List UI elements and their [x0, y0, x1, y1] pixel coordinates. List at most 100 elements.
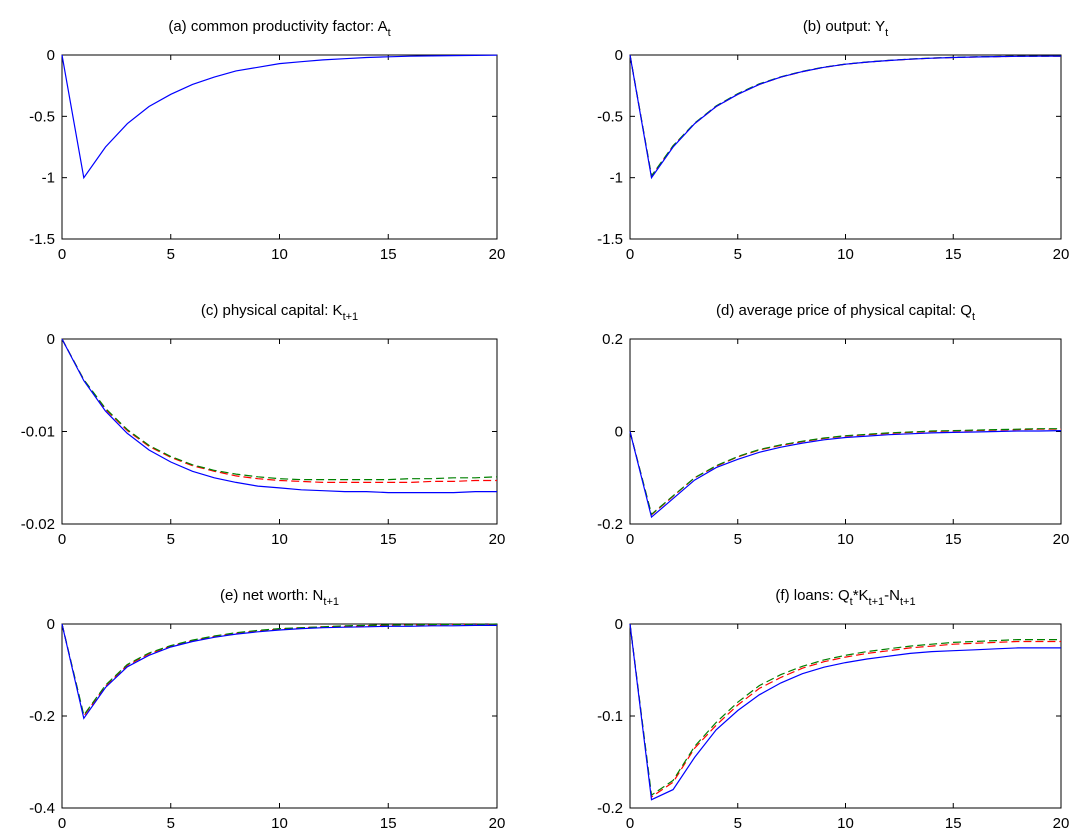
series-line-solid-0000ff [61, 54, 498, 180]
panel-b: 0 5 10 15 20 0 -0.5 -1 -1.5 (b) output: Yt [597, 18, 1069, 263]
x-tick-label: 10 [837, 815, 854, 832]
y-tick-label: 0 [47, 616, 55, 633]
panel-e: 0 5 10 15 20 0 -0.2 -0.4 (e) net worth: Nt+1 [29, 587, 505, 832]
chart-title: (c) physical capital: Kt+1 [201, 302, 358, 323]
panel-d: 0 5 10 15 200.20-0.2(d) average price of phy… [597, 302, 1069, 548]
series-line-dash-008000 [629, 428, 1061, 516]
x-tick-label: 10 [271, 246, 288, 263]
series-line-solid-0000ff [629, 623, 1061, 801]
x-tick-label: 20 [489, 531, 506, 548]
x-tick-label: 0 [58, 815, 66, 832]
panel-a: 0 5 10 15 20 0 -0.5 -1 -1.5 (a) common productivi… [29, 18, 505, 263]
x-tick-label: 10 [271, 815, 288, 832]
x-tick-label: 5 [167, 815, 175, 832]
series-line-dash-ff0000 [61, 338, 497, 483]
x-tick-label: 15 [380, 246, 397, 263]
series-line-dash-008000 [629, 623, 1061, 797]
x-tick-label: 0 [626, 246, 634, 263]
axes-frame [61, 623, 498, 809]
chart-title-subscript: t [885, 27, 888, 39]
y-tick-label: 0.2 [602, 331, 623, 348]
x-tick-label: 15 [380, 815, 397, 832]
x-tick-label: 20 [1053, 246, 1070, 263]
y-tick-label: -0.5 [29, 108, 55, 125]
series-line-dash-ff0000 [629, 623, 1061, 799]
chart-title-text: (d) average price of physical capital: [716, 302, 960, 319]
y-tick-label: 0 [615, 47, 623, 64]
y-tick-label: -1.5 [29, 231, 55, 248]
chart-title-subscript: t [388, 27, 391, 39]
y-tick-label: -0.02 [21, 516, 55, 533]
x-tick-label: 20 [489, 815, 506, 832]
chart-title: (e) net worth: Nt+1 [220, 587, 339, 608]
chart-title-text: (e) net worth: [220, 587, 313, 604]
y-tick-label: -0.2 [597, 800, 623, 817]
x-tick-label: 15 [945, 815, 962, 832]
x-tick-label: 20 [1053, 531, 1070, 548]
x-tick-label: 0 [58, 531, 66, 548]
y-tick-label: 0 [615, 424, 623, 441]
axes-frame [629, 623, 1062, 809]
y-tick-label: -0.01 [21, 424, 55, 441]
axes-frame [61, 338, 498, 525]
y-tick-label: -0.2 [597, 516, 623, 533]
y-tick-label: 0 [47, 331, 55, 348]
chart-title-subscript: t+1 [900, 596, 916, 608]
x-tick-label: 15 [945, 246, 962, 263]
x-tick-label: 10 [837, 246, 854, 263]
chart-title-symbol: Q [960, 302, 972, 319]
chart-title-subscript: t [850, 596, 853, 608]
x-tick-label: 0 [626, 815, 634, 832]
x-tick-label: 5 [167, 531, 175, 548]
y-tick-label: -1.5 [597, 231, 623, 248]
y-tick-label: -0.1 [597, 708, 623, 725]
chart-title-symbol: -N [884, 587, 900, 604]
chart-title-symbol: N [313, 587, 324, 604]
series-line-dash-008000 [61, 623, 498, 717]
chart-title-text: (a) common productivity factor: [168, 18, 377, 35]
chart-title-text: (f) loans: [775, 587, 838, 604]
chart-title-symbol: A [378, 18, 388, 35]
chart-title-subscript: t+1 [343, 311, 359, 323]
series-line-solid-0000ff [629, 54, 1062, 180]
series-line-solid-0000ff [629, 430, 1062, 519]
axes-frame [61, 54, 498, 240]
panel-c: 0 5 10 15 20 0 -0.01 -0.02 (c) physical capital:… [21, 302, 506, 548]
x-tick-label: 5 [734, 815, 742, 832]
x-tick-label: 0 [626, 531, 634, 548]
x-tick-label: 5 [734, 531, 742, 548]
x-tick-label: 5 [734, 246, 742, 263]
x-tick-label: 5 [167, 246, 175, 263]
chart-title-symbol: Y [875, 18, 885, 35]
y-tick-label: -1 [610, 170, 623, 187]
chart-title-subscript: t [972, 311, 975, 323]
x-tick-label: 15 [945, 531, 962, 548]
y-tick-label: 0 [47, 47, 55, 64]
series-line-dash-008000 [61, 338, 498, 481]
x-tick-label: 10 [837, 531, 854, 548]
y-tick-label: 0 [615, 616, 623, 633]
y-tick-label: -1 [42, 170, 55, 187]
chart-title-text: (c) physical capital: [201, 302, 333, 319]
x-tick-label: 20 [489, 246, 506, 263]
x-tick-label: 20 [1053, 815, 1070, 832]
chart-title: (f) loans: Qt​*Kt+1​-Nt+1 [775, 587, 915, 608]
x-tick-label: 0 [58, 246, 66, 263]
chart-title: (b) output: Yt [803, 18, 888, 39]
chart-title: (d) average price of physical capital: Q… [716, 302, 975, 323]
y-tick-label: -0.5 [597, 108, 623, 125]
chart-title-symbol: K [333, 302, 343, 319]
chart-title: (a) common productivity factor: At [168, 18, 390, 39]
series-line-solid-0000ff [61, 338, 497, 494]
chart-title-subscript: t+1 [323, 596, 339, 608]
chart-title-subscript: t+1 [869, 596, 885, 608]
chart-title-symbol: Q [838, 587, 850, 604]
x-tick-label: 10 [271, 531, 288, 548]
y-tick-label: -0.4 [29, 800, 55, 817]
chart-title-text: (b) output: [803, 18, 875, 35]
x-tick-label: 15 [380, 531, 397, 548]
chart-title-symbol: *K [853, 587, 869, 604]
y-tick-label: -0.2 [29, 708, 55, 725]
